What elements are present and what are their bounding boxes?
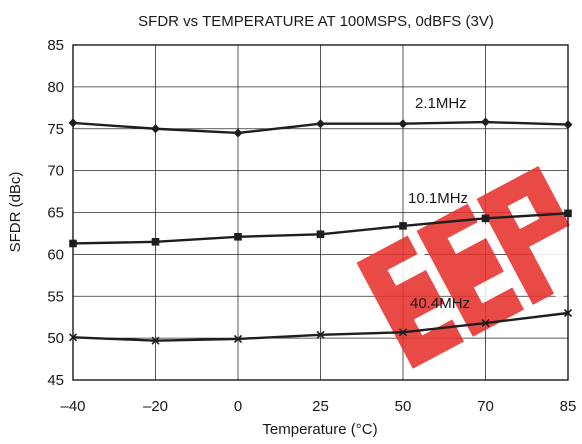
data-point-x — [398, 328, 408, 337]
x-tick-label-1: –20 — [143, 398, 168, 415]
series-label-1: 10.1MHz — [408, 190, 468, 207]
x-tick-label-4: 50 — [395, 398, 412, 415]
x-tick-label-6: 85 — [560, 398, 577, 415]
data-point-diamond — [398, 119, 408, 129]
x-axis-label: Temperature (°C) — [262, 421, 377, 438]
data-point-diamond — [481, 117, 490, 127]
y-axis-label: SFDR (dBc) — [7, 172, 24, 253]
y-tick-label-4: 65 — [47, 205, 64, 222]
chart-title: SFDR vs TEMPERATURE AT 100MSPS, 0dBFS (3… — [138, 13, 494, 30]
data-point-diamond — [233, 128, 243, 138]
y-axis-ticks: 45 50 55 60 65 70 75 80 85 — [47, 37, 64, 389]
series-label-2: 40.4MHz — [410, 295, 470, 312]
x-tick-label-0: –40 — [60, 398, 85, 415]
x-tick-label-3: 25 — [312, 398, 329, 415]
watermark-logo — [356, 166, 582, 369]
y-tick-label-2: 55 — [47, 288, 64, 305]
data-point-diamond — [316, 119, 325, 129]
series-group: 2.1MHz 10.1MHz 40.4MHz — [68, 95, 573, 345]
series-label-0: 2.1MHz — [415, 95, 467, 112]
y-tick-label-8: 85 — [47, 37, 64, 54]
x-axis-ticks: –40 –20 0 25 50 70 85 — [60, 398, 576, 415]
y-tick-label-3: 60 — [47, 246, 64, 263]
series-40-4mhz: 40.4MHz — [68, 295, 573, 345]
plot-frame — [72, 44, 569, 381]
data-point-x — [316, 330, 325, 339]
series-10-1mhz: 10.1MHz — [69, 190, 572, 248]
data-point-x — [481, 318, 490, 328]
x-tick-label-5: 70 — [477, 398, 494, 415]
data-point-square — [316, 230, 325, 239]
x-tick-label-2: 0 — [234, 398, 242, 415]
data-point-x — [233, 334, 243, 344]
y-tick-label-0: 45 — [47, 372, 64, 389]
watermark-shape — [356, 166, 582, 369]
data-point-square — [481, 214, 490, 223]
data-point-diamond — [151, 124, 160, 134]
series-2-1mhz: 2.1MHz — [68, 95, 573, 138]
data-point-square — [151, 238, 160, 246]
data-point-x — [151, 336, 160, 345]
data-point-square — [399, 222, 407, 230]
y-tick-label-6: 75 — [47, 121, 64, 138]
y-tick-label-1: 50 — [47, 330, 64, 347]
y-tick-label-7: 80 — [47, 79, 64, 96]
y-tick-label-5: 70 — [47, 163, 64, 180]
data-point-square — [234, 232, 242, 241]
